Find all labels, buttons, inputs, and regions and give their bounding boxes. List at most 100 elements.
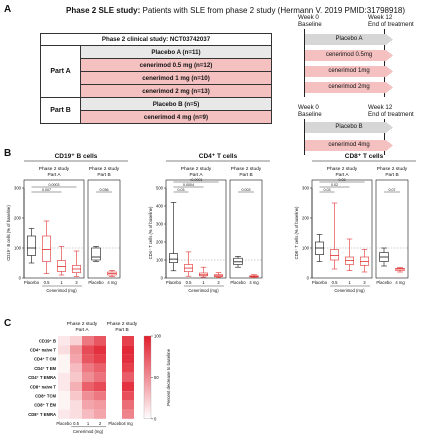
subplot-frame	[165, 179, 227, 279]
box-body	[395, 268, 405, 271]
pvalue-label: 0.02	[331, 183, 338, 187]
heatmap-x-tick: 1	[87, 421, 90, 426]
week12-label: Week 12 End of treatment	[368, 14, 414, 28]
colorbar-tick-label: 0	[154, 416, 157, 421]
box-2	[360, 249, 369, 273]
heatmap-cell	[110, 345, 122, 355]
heatmap-cell	[122, 391, 134, 401]
subplot-header: Phase 2 study	[327, 166, 358, 172]
y-axis-label: CD19⁺ B cells (% of baseline)	[6, 205, 11, 261]
plot-title: CD4⁺ T cells	[199, 153, 238, 160]
heatmap-header: Part A	[75, 327, 89, 333]
subplot-header: Part A	[189, 172, 203, 178]
y-tick-label: 100	[302, 246, 310, 251]
x-tick-label: 0.5	[332, 280, 338, 285]
heatmap-cell	[122, 382, 134, 392]
subplot-frame	[23, 179, 85, 279]
y-tick-label: 100	[156, 258, 164, 263]
y-tick-label: 200	[302, 216, 310, 221]
heatmap-cell	[122, 400, 134, 410]
x-tick-label: Placebo	[312, 280, 328, 285]
x-tick-label: 4 mg	[395, 280, 405, 285]
baseline-line	[304, 29, 305, 97]
heatmap-cell	[110, 354, 122, 364]
heatmap-cell	[82, 354, 94, 364]
boxplot-figure: CD19⁺ B cells CD19⁺ B cells (% of baselin…	[6, 153, 128, 293]
panel-a-title-rest: Patients with SLE from phase 2 study (He…	[142, 6, 405, 15]
subplot-header: Phase 2 study	[377, 166, 408, 172]
study-design-table: Phase 2 clinical study: NCT03742037 Part…	[40, 33, 272, 124]
subplot-header: Phase 2 study	[39, 166, 70, 172]
heatmap-cell	[82, 363, 94, 373]
heatmap-x-tick: 0.5	[73, 421, 79, 426]
y-tick-label: 100	[14, 246, 22, 251]
box-body	[169, 253, 178, 263]
timeline-bar: Placebo B	[305, 122, 393, 133]
heatmap-cell	[82, 409, 94, 419]
week0-label: Week 0 Baseline	[298, 14, 322, 28]
heatmap-cell	[122, 345, 134, 355]
box-body	[233, 257, 243, 265]
boxplot-figure: CD8⁺ T cells CD8⁺ T cells (% of baseline)…	[294, 153, 416, 293]
panel-a-title: Phase 2 SLE study: Patients with SLE fro…	[66, 6, 405, 15]
box-Placebo	[27, 228, 36, 264]
table-row: cenerimod 4 mg (n=9)	[80, 110, 272, 124]
x-group-label: Cenerimod (mg)	[334, 288, 365, 293]
pvalue-label: 0.03	[178, 188, 185, 192]
x-tick-label: Placebo	[88, 280, 104, 285]
heatmap-cell	[82, 391, 94, 401]
box-body	[42, 235, 51, 262]
box-1	[199, 266, 208, 278]
heatmap-cell	[58, 363, 70, 373]
box-2	[214, 272, 223, 278]
heatmap-cell	[82, 345, 94, 355]
heatmap-cell	[70, 336, 82, 346]
heatmap-cell	[58, 345, 70, 355]
subplot-header: Part A	[47, 172, 61, 178]
heatmap-row-label: CD8⁺ T EM	[34, 403, 56, 408]
week0-label: Week 0 Baseline	[298, 104, 322, 118]
timeline-part-a: Week 0 Baseline Week 12 End of treatment P…	[298, 14, 434, 98]
x-group-label: Cenerimod (mg)	[188, 288, 219, 293]
pvalue-label: 0.03	[339, 178, 346, 182]
heatmap-cell	[58, 400, 70, 410]
x-tick-label: Placebo	[24, 280, 40, 285]
y-tick-label: 300	[302, 186, 310, 191]
heatmap-cell	[94, 400, 106, 410]
pvalue-label: 0.0004	[183, 183, 194, 187]
heatmap-cell	[110, 363, 122, 373]
heatmap-cell	[58, 354, 70, 364]
heatmap-header: Phase 2 study	[67, 321, 98, 327]
heatmap-cell	[70, 382, 82, 392]
timeline-bar: cenerimod 1mg	[305, 66, 393, 77]
heatmap-cell	[70, 363, 82, 373]
heatmap-cell	[122, 336, 134, 346]
subplot-frame	[375, 179, 409, 279]
box-Placebo	[233, 256, 243, 268]
x-tick-label: 0.5	[186, 280, 192, 285]
boxplot-figure: CD4⁺ T cells CD4⁺ T cells (% of baseline)…	[148, 153, 270, 293]
y-tick-label: 0	[307, 276, 310, 281]
box-0.5	[330, 202, 339, 270]
heatmap-cell	[122, 409, 134, 419]
x-tick-label: Placebo	[230, 280, 246, 285]
timeline-bar: cenerimod 0.5mg	[305, 50, 393, 61]
subplot-header: Part B	[97, 172, 110, 178]
x-tick-label: 1	[202, 280, 205, 285]
heatmap-cell	[110, 382, 122, 392]
week12-label: Week 12 End of treatment	[368, 104, 414, 118]
heatmap-cell	[70, 345, 82, 355]
y-axis-label: CD4⁺ T cells (% of baseline)	[148, 206, 153, 259]
x-tick-label: Placebo	[376, 280, 392, 285]
box-0.5	[184, 251, 193, 277]
x-tick-label: 4 mg	[249, 280, 259, 285]
timeline-bar: Placebo A	[305, 34, 393, 45]
box-body	[330, 249, 339, 261]
box-Placebo	[315, 234, 324, 262]
table-row: Placebo A (n=11)	[80, 45, 272, 59]
pvalue-label: 0.0003	[49, 183, 60, 187]
pvalue-label: <0.0001	[189, 178, 202, 182]
timeline-bar: cenerimod 4mg	[305, 140, 393, 151]
heatmap-cell	[58, 372, 70, 382]
x-tick-label: 4 mg	[107, 280, 117, 285]
